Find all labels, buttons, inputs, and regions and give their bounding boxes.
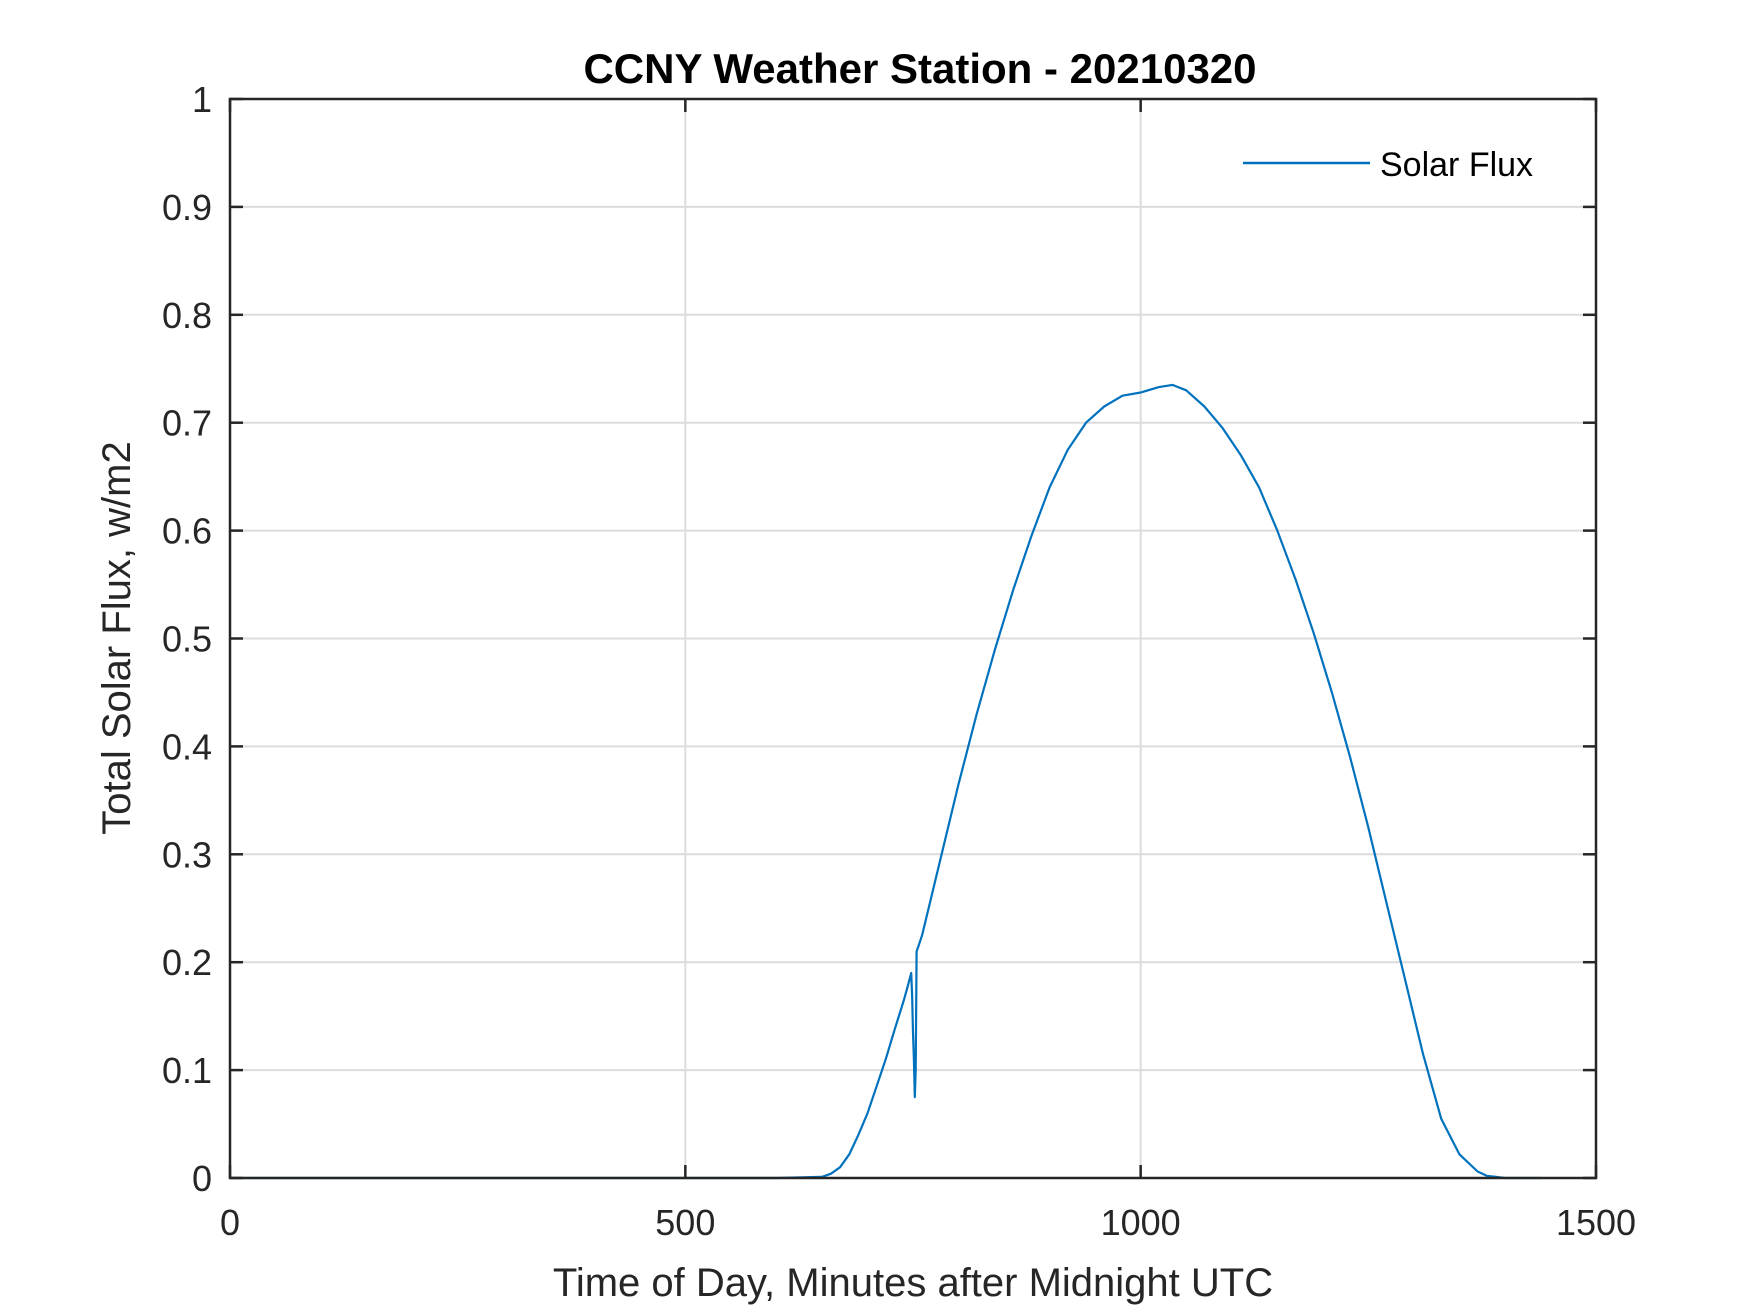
y-tick-label: 0.9 (162, 187, 212, 228)
tick-marks (228, 97, 1598, 1180)
y-tick-label: 0.3 (162, 834, 212, 875)
y-axis-label: Total Solar Flux, w/m2 (95, 441, 139, 834)
y-tick-label: 0.4 (162, 726, 212, 767)
x-tick-label: 0 (220, 1202, 240, 1243)
x-axis-label: Time of Day, Minutes after Midnight UTC (553, 1261, 1273, 1305)
y-tick-label: 0.6 (162, 511, 212, 552)
y-tick-label: 0.7 (162, 403, 212, 444)
legend-label-solar-flux: Solar Flux (1380, 146, 1533, 184)
legend: Solar Flux (1243, 146, 1533, 184)
y-tick-label: 0.2 (162, 942, 212, 983)
y-tick-label: 0.5 (162, 619, 212, 660)
x-tick-label: 1500 (1556, 1202, 1636, 1243)
x-tick-labels: 0 500 1000 1500 (220, 1202, 1636, 1243)
series-layer (230, 383, 1542, 1180)
x-tick-label: 1000 (1101, 1202, 1181, 1243)
series-line-solar-flux (230, 383, 1542, 1180)
chart-title: CCNY Weather Station - 20210320 (583, 45, 1256, 92)
y-tick-label: 0.8 (162, 295, 212, 336)
grid-lines (230, 99, 1596, 1178)
x-tick-label: 500 (655, 1202, 715, 1243)
y-tick-label: 0.1 (162, 1050, 212, 1091)
y-tick-labels: 0 0.1 0.2 0.3 0.4 0.5 0.6 0.7 0.8 0.9 1 (162, 79, 212, 1199)
y-tick-label: 0 (192, 1158, 212, 1199)
y-tick-label: 1 (192, 79, 212, 120)
